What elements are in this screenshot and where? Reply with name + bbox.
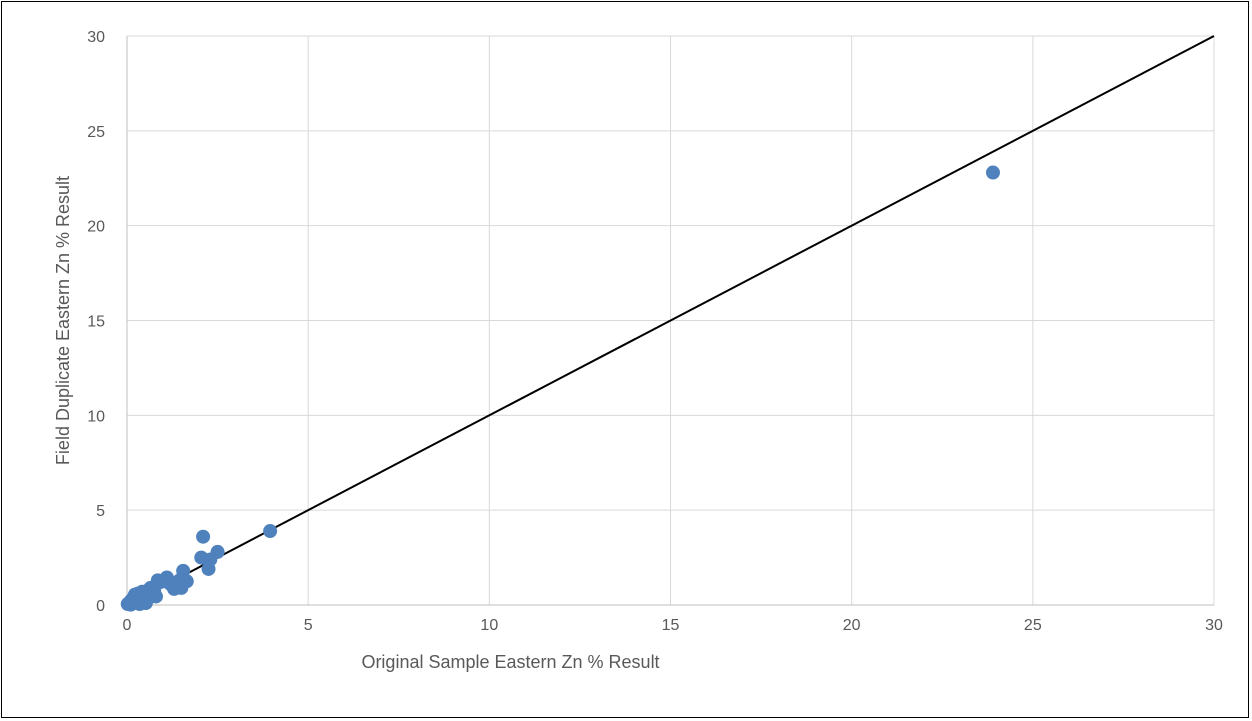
tick-labels: 0 5 10 15 20 25 30 0 5 10 15 20 25 30 xyxy=(87,29,1223,634)
reference-line-layer xyxy=(126,35,1215,606)
y-tick-label: 5 xyxy=(96,503,105,520)
y-tick-label: 30 xyxy=(87,29,105,46)
data-point xyxy=(210,544,225,559)
y-axis-title: Field Duplicate Eastern Zn % Result xyxy=(53,176,73,465)
x-axis-title: Original Sample Eastern Zn % Result xyxy=(361,652,659,672)
x-tick-label: 15 xyxy=(662,617,680,634)
data-point xyxy=(263,524,278,539)
x-tick-label: 30 xyxy=(1205,617,1223,634)
x-tick-label: 5 xyxy=(304,617,313,634)
y-tick-label: 15 xyxy=(87,314,105,331)
data-point xyxy=(985,165,1000,180)
data-points xyxy=(120,165,1000,612)
y-tick-label: 10 xyxy=(87,408,105,425)
y-tick-label: 25 xyxy=(87,124,105,141)
data-point xyxy=(196,529,211,544)
data-point xyxy=(179,574,194,589)
x-tick-label: 0 xyxy=(123,617,132,634)
x-tick-label: 10 xyxy=(480,617,498,634)
reference-line xyxy=(126,35,1215,606)
data-point xyxy=(148,589,163,604)
x-tick-label: 20 xyxy=(843,617,861,634)
y-tick-label: 20 xyxy=(87,219,105,236)
y-tick-label: 0 xyxy=(96,598,105,615)
x-tick-label: 25 xyxy=(1024,617,1042,634)
